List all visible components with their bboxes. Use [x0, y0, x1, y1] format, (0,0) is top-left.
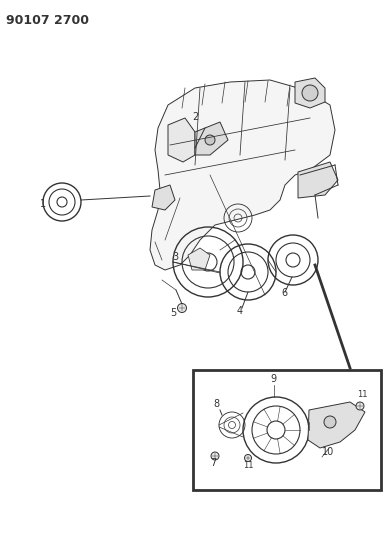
Text: 2: 2 [192, 112, 198, 122]
Text: 11: 11 [243, 461, 253, 470]
Polygon shape [195, 122, 228, 155]
Polygon shape [295, 78, 325, 108]
Polygon shape [298, 162, 338, 198]
Text: 9: 9 [270, 374, 276, 384]
Circle shape [324, 416, 336, 428]
Circle shape [205, 135, 215, 145]
Bar [193, 370, 381, 490]
Text: 8: 8 [213, 399, 219, 409]
Text: 1: 1 [40, 199, 46, 209]
Circle shape [302, 85, 318, 101]
Text: 10: 10 [322, 447, 334, 457]
Polygon shape [150, 80, 335, 270]
Text: 11: 11 [357, 390, 367, 399]
Circle shape [211, 452, 219, 460]
Polygon shape [152, 185, 175, 210]
Polygon shape [188, 248, 210, 270]
Text: 90107 2700: 90107 2700 [6, 14, 89, 27]
Text: 5: 5 [170, 308, 176, 318]
Circle shape [244, 455, 251, 462]
Text: 6: 6 [281, 288, 287, 298]
Polygon shape [308, 402, 365, 448]
Text: 4: 4 [237, 306, 243, 316]
Text: 7: 7 [210, 458, 216, 468]
Circle shape [177, 303, 187, 312]
Text: 3: 3 [172, 252, 178, 262]
Circle shape [356, 402, 364, 410]
Polygon shape [168, 118, 195, 162]
